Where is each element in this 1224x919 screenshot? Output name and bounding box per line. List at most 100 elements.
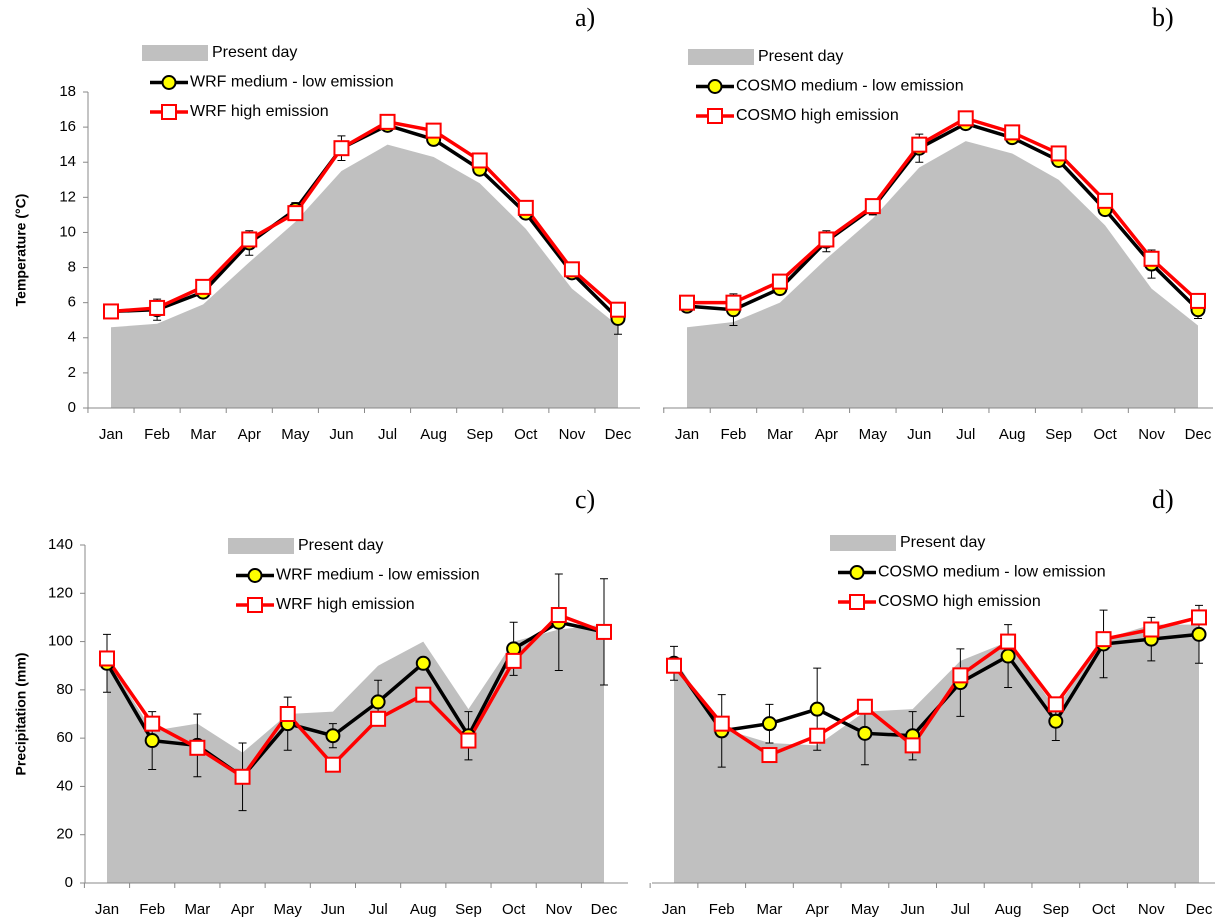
x-tick-label: Sep — [1042, 901, 1069, 918]
area — [687, 141, 1198, 408]
x-tick-label: Nov — [559, 426, 586, 443]
marker — [761, 716, 777, 732]
y-tick-label: 20 — [56, 826, 73, 843]
x-tick-label: Feb — [144, 426, 170, 443]
panel-label: b) — [1152, 3, 1174, 32]
x-tick-label: Aug — [995, 901, 1022, 918]
y-tick-label: 12 — [59, 188, 76, 205]
y-tick-label: 100 — [48, 633, 73, 650]
legend-label: WRF medium - low emission — [276, 567, 480, 584]
marker — [144, 733, 160, 749]
panel-label: d) — [1152, 485, 1174, 514]
marker — [761, 747, 778, 764]
x-tick-label: Jan — [662, 901, 686, 918]
y-tick-label: 120 — [48, 584, 73, 601]
marker — [425, 122, 442, 139]
marker — [415, 686, 432, 703]
x-tick-label: Jan — [675, 426, 699, 443]
marker — [103, 303, 119, 320]
x-tick-label: Jul — [951, 901, 970, 918]
legend-label: Present day — [900, 534, 985, 551]
marker — [563, 261, 580, 278]
legend-label: COSMO medium - low emission — [736, 78, 964, 95]
y-tick-label: 0 — [65, 874, 73, 891]
line — [686, 121, 1200, 312]
marker — [415, 655, 431, 671]
legend-swatch — [142, 45, 208, 61]
x-tick-label: Nov — [1138, 426, 1165, 443]
marker — [666, 657, 682, 674]
legend-label: Present day — [298, 537, 383, 554]
marker — [324, 756, 341, 773]
marker — [370, 710, 387, 727]
x-tick-label: Mar — [767, 426, 793, 443]
legend-label: WRF high emission — [190, 103, 329, 120]
legend-marker — [247, 568, 263, 583]
x-tick-label: May — [859, 426, 888, 443]
x-tick-label: Apr — [815, 426, 838, 443]
legend-label: COSMO high emission — [878, 593, 1041, 610]
x-tick-label: Jul — [368, 901, 387, 918]
marker — [287, 205, 304, 222]
x-tick-label: Nov — [545, 901, 572, 918]
y-tick-label: 40 — [56, 777, 73, 794]
marker — [818, 231, 835, 248]
y-tick-label: 60 — [56, 729, 73, 746]
marker — [1050, 145, 1067, 162]
x-tick-label: Feb — [709, 901, 735, 918]
x-tick-label: Apr — [231, 901, 254, 918]
y-tick-label: 8 — [68, 259, 76, 276]
legend-marker — [707, 79, 723, 94]
panel-label: a) — [575, 3, 595, 32]
x-tick-label: Jun — [901, 901, 925, 918]
y-tick-label: 14 — [59, 153, 76, 170]
marker — [471, 152, 488, 169]
legend-label: COSMO high emission — [736, 107, 899, 124]
y-tick-label: 140 — [48, 536, 73, 553]
y-axis-label: Temperature (°C) — [13, 194, 29, 307]
area — [674, 624, 1199, 883]
area — [111, 144, 618, 408]
marker — [195, 278, 212, 295]
marker — [610, 301, 626, 318]
x-tick-label: Sep — [455, 901, 482, 918]
marker — [957, 110, 974, 127]
x-tick-label: Apr — [238, 426, 261, 443]
x-tick-label: May — [851, 901, 880, 918]
marker — [325, 728, 341, 744]
x-tick-label: Jan — [99, 426, 123, 443]
marker — [517, 199, 534, 216]
marker — [370, 694, 386, 710]
x-tick-label: Jun — [329, 426, 353, 443]
x-tick-label: Mar — [757, 901, 783, 918]
x-tick-label: Mar — [190, 426, 216, 443]
marker — [1191, 609, 1207, 626]
marker — [279, 706, 296, 722]
marker — [596, 623, 612, 640]
marker — [189, 739, 206, 756]
marker — [1048, 713, 1064, 729]
marker — [911, 136, 928, 153]
marker — [1191, 626, 1207, 642]
legend-marker — [161, 104, 177, 120]
marker — [771, 273, 788, 290]
legend-swatch — [228, 538, 294, 554]
marker — [725, 294, 742, 311]
marker — [1047, 696, 1064, 713]
marker — [234, 768, 251, 785]
y-tick-label: 80 — [56, 681, 73, 698]
marker — [241, 231, 258, 248]
legend-label: WRF high emission — [276, 596, 415, 613]
marker — [1000, 633, 1017, 650]
x-tick-label: Aug — [410, 901, 437, 918]
y-tick-label: 4 — [68, 329, 76, 346]
marker — [1143, 621, 1160, 638]
x-tick-label: Apr — [806, 901, 829, 918]
x-tick-label: Feb — [139, 901, 165, 918]
legend-marker — [849, 565, 865, 580]
marker — [856, 698, 873, 715]
legend-marker — [849, 594, 865, 610]
x-tick-label: Dec — [1186, 901, 1213, 918]
x-tick-label: Aug — [999, 426, 1026, 443]
